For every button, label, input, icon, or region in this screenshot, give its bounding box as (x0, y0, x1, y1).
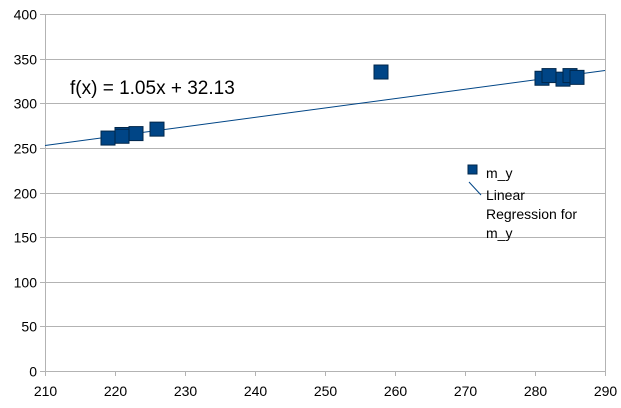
legend-marker-trendline (468, 181, 482, 196)
data-point-1 (100, 130, 116, 146)
tick-labels: 0 50 100 150 200 250 300 350 400 210 220 230 240 250 2… (14, 7, 618, 400)
y-tick-label-150: 150 (14, 230, 38, 246)
legend-label-trend-2: Regression for (486, 206, 577, 222)
regression-equation: f(x) = 1.05x + 32.13 (70, 78, 235, 99)
y-tick-label-100: 100 (14, 275, 38, 291)
y-tick-label-300: 300 (14, 96, 38, 112)
legend-label-trend-1: Linear (486, 187, 525, 203)
y-tick-label-250: 250 (14, 141, 38, 157)
gridlines (45, 14, 605, 372)
y-tick-label-350: 350 (14, 52, 38, 68)
legend-label-series: m_y (486, 165, 512, 181)
x-tick-label-250: 250 (314, 383, 338, 399)
data-point-4 (128, 126, 144, 142)
legend-label-trend-3: m_y (486, 225, 512, 241)
y-tick-label-200: 200 (14, 186, 38, 202)
data-point-3 (114, 128, 130, 144)
y-tick-label-0: 0 (29, 364, 37, 380)
x-tick-label-260: 260 (384, 383, 408, 399)
data-point-5 (149, 121, 165, 137)
y-tick-label-400: 400 (14, 7, 38, 23)
data-point-8 (541, 68, 557, 84)
x-tick-label-230: 230 (174, 383, 198, 399)
x-tick-label-240: 240 (244, 383, 268, 399)
x-tick-label-290: 290 (594, 383, 618, 399)
data-points (100, 64, 585, 146)
x-tick-label-280: 280 (524, 383, 548, 399)
y-tick-label-50: 50 (21, 319, 37, 335)
data-point-6 (373, 64, 389, 80)
legend: m_y Linear Regression for m_y (467, 164, 577, 241)
x-tick-label-210: 210 (34, 383, 58, 399)
x-tick-label-220: 220 (104, 383, 128, 399)
x-tick-label-270: 270 (454, 383, 478, 399)
legend-marker-m_y (467, 164, 478, 175)
data-point-11 (569, 69, 585, 85)
axes (40, 14, 606, 376)
